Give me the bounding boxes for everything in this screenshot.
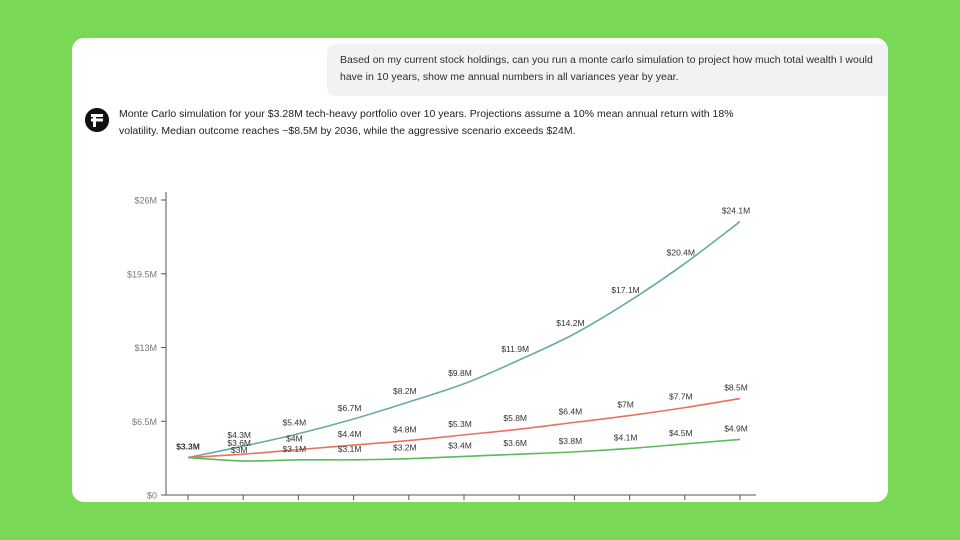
series-line-3: [187, 438, 741, 462]
data-label: $7M: [617, 400, 634, 410]
data-labels: $3.3M $4.3M $5.4M $6.7M $8.2M $9.8M $11.9M $14.…: [176, 206, 750, 455]
data-label: $3.6M: [503, 438, 527, 448]
data-label: $11.9M: [501, 344, 529, 354]
data-label: $3M: [231, 445, 248, 455]
y-tick-label: $19.5M: [127, 269, 157, 279]
data-label: $3.1M: [283, 444, 307, 454]
data-label: $9.8M: [448, 368, 472, 378]
y-tick-label: $0: [147, 491, 157, 501]
data-label: $4.4M: [338, 429, 362, 439]
y-axis-ticks: $0 $6.5M $13M $19.5M $26M: [127, 196, 166, 501]
user-message: Based on my current stock holdings, can …: [327, 44, 888, 96]
data-label: $17.1M: [611, 285, 639, 295]
data-label: $20.4M: [667, 248, 695, 258]
data-label: $8.5M: [724, 383, 748, 393]
data-label: $3.8M: [559, 436, 583, 446]
y-tick-label: $26M: [134, 196, 157, 206]
assistant-avatar-icon: [85, 108, 109, 132]
data-label: $4M: [286, 434, 303, 444]
data-label: $4.9M: [724, 423, 748, 433]
data-label: $3.3M: [176, 442, 200, 452]
data-label: $5.8M: [503, 413, 527, 423]
wealth-projection-chart: $0 $6.5M $13M $19.5M $26M 202620272028202920…: [127, 192, 756, 501]
x-axis-ticks: 2026202720282029203020312032203320342035…: [187, 495, 741, 500]
assistant-message: Monte Carlo simulation for your $3.28M t…: [119, 108, 734, 137]
data-label: $3.2M: [393, 443, 417, 453]
data-label: $24.1M: [722, 206, 750, 216]
data-label: $5.4M: [283, 418, 307, 428]
series-lines: [187, 220, 741, 462]
y-tick-label: $6.5M: [132, 417, 157, 427]
data-label: $7.7M: [669, 392, 693, 402]
data-label: $3.6M: [227, 438, 251, 448]
data-label: $8.2M: [393, 386, 417, 396]
data-label: $14.2M: [556, 318, 584, 328]
series-line-1: [187, 220, 741, 459]
chart-axes: [165, 192, 756, 496]
data-label: $4.3M: [227, 430, 251, 440]
series-line-2: [187, 397, 741, 459]
data-label: $4.8M: [393, 425, 417, 435]
data-label: $3.1M: [338, 444, 362, 454]
data-label: $4.5M: [669, 428, 693, 438]
data-label: $6.7M: [338, 403, 362, 413]
data-label: $5.3M: [448, 419, 472, 429]
chat-card: Based on my current stock holdings, can …: [72, 38, 888, 502]
data-label: $3.4M: [448, 440, 472, 450]
data-label: $4.1M: [614, 432, 638, 442]
data-label: $6.4M: [559, 406, 583, 416]
y-tick-label: $13M: [134, 343, 157, 353]
